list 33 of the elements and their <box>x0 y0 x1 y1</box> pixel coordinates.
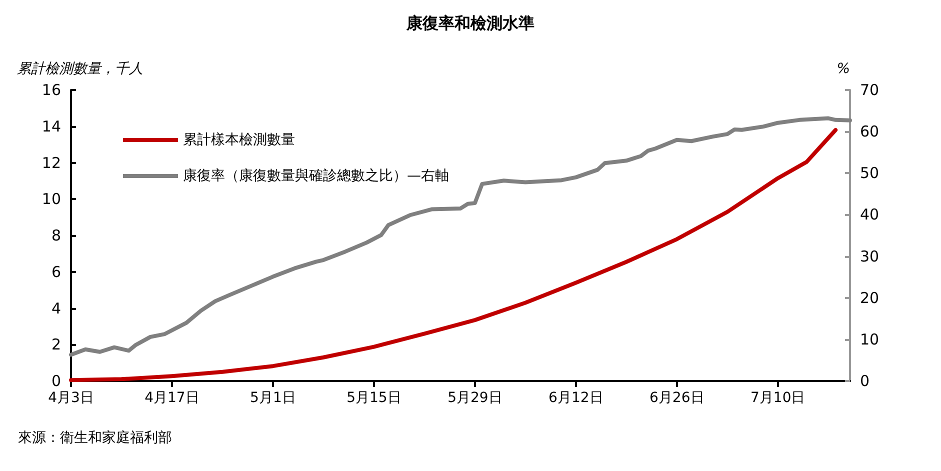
y2-axis-title: % <box>836 61 850 77</box>
y-tick-label: 4 <box>51 299 61 318</box>
y2-tick-label: 30 <box>860 247 880 266</box>
y-tick-label: 12 <box>42 154 61 172</box>
legend-label: 累計樣本檢測數量 <box>183 132 295 148</box>
x-tick-label: 6月26日 <box>650 390 704 406</box>
legend-label: 康復率（康復數量與確診總數之比）—右軸 <box>183 168 449 184</box>
y-tick-label: 0 <box>51 372 61 390</box>
y2-tick-label: 0 <box>860 372 870 390</box>
line-series <box>69 128 838 382</box>
y-tick-label: 16 <box>42 81 61 99</box>
y-tick-label: 2 <box>51 336 61 354</box>
x-tick-label: 4月17日 <box>144 390 200 406</box>
y2-tick-label: 20 <box>860 288 880 307</box>
x-tick-label: 6月12日 <box>548 390 604 406</box>
y-tick-label: 6 <box>51 262 61 281</box>
y-tick-label: 8 <box>51 226 61 244</box>
x-tick-label: 5月29日 <box>448 390 502 406</box>
y2-tick-label: 60 <box>860 122 880 141</box>
y-tick-label: 14 <box>42 117 61 136</box>
y-axis-title: 累計檢測數量，千人 <box>17 61 143 77</box>
y2-tick-label: 50 <box>860 164 880 182</box>
y2-tick-label: 70 <box>860 81 880 99</box>
chart-title: 康復率和檢測水準 <box>406 14 534 32</box>
x-tick-label: 5月1日 <box>250 390 296 406</box>
x-tick-label: 5月15日 <box>346 390 402 406</box>
x-tick-label: 7月10日 <box>750 390 806 406</box>
line-series <box>69 116 852 357</box>
text: 來源：衛生和家庭福利部 <box>18 430 172 446</box>
y2-tick-label: 40 <box>860 206 880 224</box>
y2-tick-label: 10 <box>860 330 880 348</box>
y-tick-label: 10 <box>42 190 61 208</box>
x-tick-label: 4月3日 <box>48 390 94 406</box>
